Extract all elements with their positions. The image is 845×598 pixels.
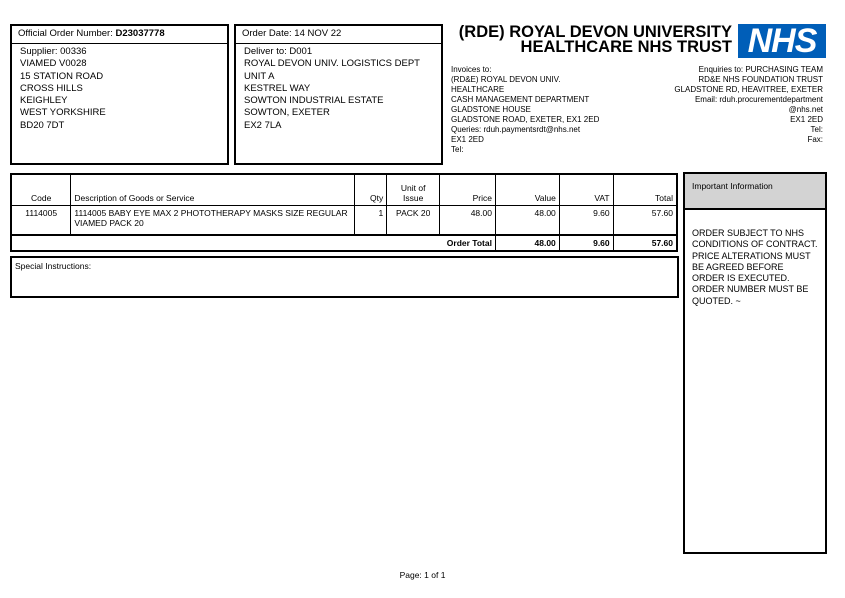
address-line: KESTREL WAY [244, 82, 311, 94]
order-total-total: 57.60 [612, 234, 678, 251]
order-date-label: Order Date: [242, 28, 292, 39]
address-line: ROYAL DEVON UNIV. LOGISTICS DEPT [244, 58, 420, 70]
trust-name-line2: HEALTHCARE NHS TRUST [520, 38, 732, 56]
cell-total: 57.60 [612, 205, 678, 235]
deliver-box: Order Date: 14 NOV 22 Deliver to: D001 RO… [234, 24, 443, 165]
cell-description: 1114005 BABY EYE MAX 2 PHOTOTHERAPY MASK… [70, 205, 356, 235]
address-line: Enquiries to: PURCHASING TEAM [698, 65, 823, 74]
cell-price: 48.00 [439, 205, 496, 235]
address-line: CROSS HILLS [20, 82, 83, 94]
trust-name: (RDE) ROYAL DEVON UNIVERSITY HEALTHCARE N… [458, 23, 732, 56]
supplier-address: Supplier: 00336 VIAMED V0028 15 STATION RO… [12, 44, 227, 134]
cell-value: 48.00 [494, 205, 560, 235]
nhs-logo: NHS [738, 24, 826, 58]
address-line: GLADSTONE HOUSE [451, 105, 531, 114]
address-line: KEIGHLEY [20, 95, 68, 107]
supplier-box: Official Order Number: D23037778 Supplie… [10, 24, 229, 165]
special-instructions: Special Instructions: [10, 256, 679, 298]
order-total-value: 48.00 [494, 234, 560, 251]
address-line: WEST YORKSHIRE [20, 107, 106, 119]
delivery-address: Deliver to: D001 ROYAL DEVON UNIV. LOGIST… [236, 44, 441, 134]
order-lines-table: Code Description of Goods or Service Qty… [10, 173, 678, 252]
address-line: SOWTON, EXETER [244, 107, 330, 119]
invoice-address: Invoices to: (RD&E) ROYAL DEVON UNIV. HEAL… [451, 65, 599, 155]
page-number: Page: 1 of 1 [399, 570, 446, 580]
important-info-title: Important Information [685, 174, 825, 210]
col-description: Description of Goods or Service [70, 173, 356, 206]
table-header-row: Code Description of Goods or Service Qty… [10, 173, 678, 206]
address-line: VIAMED V0028 [20, 58, 87, 70]
address-line: (RD&E) ROYAL DEVON UNIV. [451, 75, 561, 84]
order-date: Order Date: 14 NOV 22 [236, 26, 441, 44]
address-line: EX1 2ED [790, 115, 823, 124]
trust-name-line1: (RDE) ROYAL DEVON UNIVERSITY [458, 23, 732, 41]
order-number-label: Official Order Number: [18, 28, 113, 39]
address-line: 15 STATION ROAD [20, 70, 104, 82]
address-line: @nhs.net [788, 105, 823, 114]
address-line: HEALTHCARE [451, 85, 505, 94]
col-price: Price [439, 173, 496, 206]
address-line: BD20 7DT [20, 119, 65, 131]
col-code: Code [10, 173, 72, 206]
order-date-value: 14 NOV 22 [294, 28, 342, 39]
col-total: Total [612, 173, 678, 206]
cell-qty: 1 [354, 205, 388, 235]
col-vat: VAT [558, 173, 614, 206]
address-line: EX2 7LA [244, 119, 282, 131]
address-line: GLADSTONE RD, HEAVITREE, EXETER [674, 85, 823, 94]
order-number: Official Order Number: D23037778 [12, 26, 227, 44]
cell-unit: PACK 20 [386, 205, 441, 235]
address-line: Queries: rduh.paymentsrdt@nhs.net [451, 125, 581, 134]
address-line: Supplier: 00336 [20, 46, 87, 57]
address-line: Fax: [807, 135, 823, 144]
important-information: Important Information ORDER SUBJECT TO N… [683, 172, 827, 554]
order-total-label: Order Total [10, 234, 496, 251]
address-line: Tel: [451, 145, 464, 154]
address-line: Email: rduh.procurementdepartment [694, 95, 823, 104]
address-line: Tel: [810, 125, 823, 134]
cell-code: 1114005 [10, 205, 72, 235]
address-line: Invoices to: [451, 65, 492, 74]
enquiries-address: Enquiries to: PURCHASING TEAM RD&E NHS FO… [674, 65, 823, 145]
address-line: GLADSTONE ROAD, EXETER, EX1 2ED [451, 115, 600, 124]
address-line: SOWTON INDUSTRIAL ESTATE [244, 95, 384, 107]
cell-vat: 9.60 [558, 205, 614, 235]
order-number-value: D23037778 [115, 28, 165, 39]
address-line: UNIT A [244, 70, 275, 82]
address-line: Deliver to: D001 [244, 46, 313, 57]
col-unit: Unit of Issue [386, 173, 441, 206]
order-total-row: Order Total 48.00 9.60 57.60 [10, 234, 678, 251]
special-instructions-label: Special Instructions: [15, 261, 92, 271]
important-info-body: ORDER SUBJECT TO NHS CONDITIONS OF CONTR… [692, 228, 818, 306]
address-line: EX1 2ED [451, 135, 484, 144]
col-qty: Qty [354, 173, 388, 206]
table-row: 1114005 1114005 BABY EYE MAX 2 PHOTOTHER… [10, 205, 678, 235]
address-line: CASH MANAGEMENT DEPARTMENT [451, 95, 590, 104]
address-line: RD&E NHS FOUNDATION TRUST [698, 75, 823, 84]
order-total-vat: 9.60 [558, 234, 614, 251]
col-value: Value [494, 173, 560, 206]
